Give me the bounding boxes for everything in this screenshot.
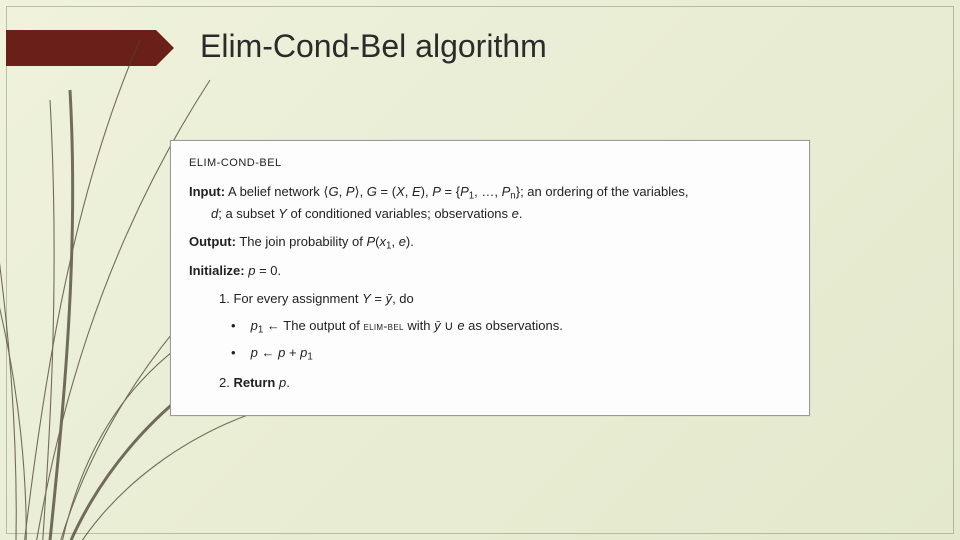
step-1: 1. For every assignment Y = ȳ, do p1 ← T…	[219, 289, 791, 364]
step-1-bullets: p1 ← The output of elim-bel with ȳ ∪ e a…	[219, 316, 791, 365]
algorithm-initialize: Initialize: p = 0.	[189, 261, 791, 281]
input-label: Input:	[189, 184, 225, 199]
step-2-num: 2.	[219, 375, 230, 390]
initialize-text: p = 0.	[248, 263, 281, 278]
initialize-label: Initialize:	[189, 263, 245, 278]
step-1-bullet-1: p1 ← The output of elim-bel with ȳ ∪ e a…	[247, 316, 791, 338]
step-2-rest: p.	[279, 375, 290, 390]
step-1-text: For every assignment Y = ȳ, do	[233, 291, 413, 306]
step-1-num: 1.	[219, 291, 230, 306]
input-text-cont: d; a subset Y of conditioned variables; …	[189, 204, 791, 224]
algorithm-steps: 1. For every assignment Y = ȳ, do p1 ← T…	[189, 289, 791, 392]
algorithm-output: Output: The join probability of P(x1, e)…	[189, 232, 791, 254]
input-text: A belief network ⟨G, P⟩, G = (X, E), P =…	[228, 184, 688, 199]
step-2: 2. Return p.	[219, 373, 791, 393]
output-text: The join probability of P(x1, e).	[239, 234, 414, 249]
accent-bar	[6, 30, 156, 66]
step-1-bullet-2: p ← p + p1	[247, 343, 791, 365]
algorithm-box: ELIM-COND-BEL Input: A belief network ⟨G…	[170, 140, 810, 416]
slide-title: Elim-Cond-Bel algorithm	[200, 28, 547, 65]
algorithm-name: ELIM-COND-BEL	[189, 155, 791, 172]
step-2-label: Return	[233, 375, 275, 390]
algorithm-input: Input: A belief network ⟨G, P⟩, G = (X, …	[189, 182, 791, 224]
output-label: Output:	[189, 234, 236, 249]
